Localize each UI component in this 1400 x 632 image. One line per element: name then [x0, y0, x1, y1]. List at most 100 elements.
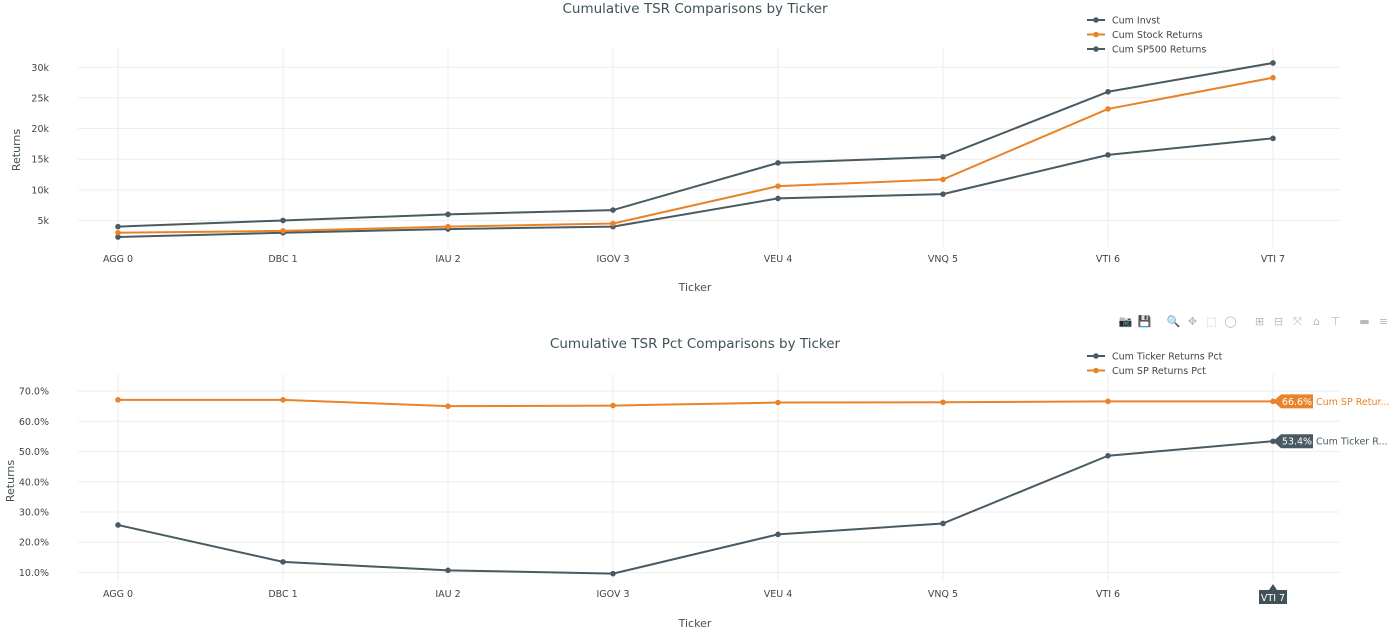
- data-point: [775, 183, 781, 189]
- data-point: [775, 160, 781, 166]
- data-point: [115, 223, 121, 230]
- hover-closest-icon[interactable]: ▬: [1359, 314, 1370, 328]
- y-tick-label: 15k: [31, 155, 49, 166]
- y-tick-label: 10.0%: [19, 568, 49, 579]
- data-point: [940, 399, 946, 406]
- legend-marker: [1093, 17, 1099, 23]
- data-point: [940, 176, 946, 183]
- data-point: [1105, 452, 1111, 459]
- y-tick-label: 20.0%: [19, 538, 49, 549]
- y-tick-label: 40.0%: [19, 477, 49, 488]
- save-icon[interactable]: 💾: [1137, 314, 1152, 328]
- legend-marker: [1093, 31, 1099, 38]
- y-hover-label-box: [1273, 434, 1313, 449]
- lasso-icon[interactable]: ◯: [1224, 314, 1237, 328]
- pan-icon[interactable]: ✥: [1187, 314, 1198, 328]
- y-hover-value: 66.6%: [1282, 397, 1312, 408]
- y-tick-label: 60.0%: [19, 417, 49, 428]
- x-tick-label: VNQ 5: [928, 254, 958, 265]
- y-hover-value: 53.4%: [1282, 437, 1312, 448]
- data-point: [1105, 88, 1111, 95]
- x-tick-label: VNQ 5: [928, 589, 958, 600]
- x-tick-label: AGG 0: [103, 254, 133, 265]
- data-point: [610, 220, 616, 227]
- legend-marker: [1093, 353, 1099, 359]
- x-tick-label: DBC 1: [268, 254, 297, 265]
- y-tick-label: 25k: [31, 93, 49, 104]
- legend-item: Cum SP Returns Pct: [1112, 366, 1206, 377]
- data-point: [940, 191, 946, 197]
- data-point: [1105, 106, 1111, 112]
- box-select-icon[interactable]: ⬚: [1206, 314, 1217, 328]
- hover-compare-icon[interactable]: ≡: [1378, 314, 1389, 328]
- y-tick-label: 70.0%: [19, 387, 49, 398]
- legend-marker: [1093, 367, 1099, 374]
- data-point: [1270, 135, 1276, 142]
- zoom-out-icon[interactable]: ⊟: [1273, 314, 1284, 328]
- data-point: [445, 211, 451, 218]
- series-line-1: [117, 137, 1274, 239]
- legend-item: Cum Stock Returns: [1112, 30, 1203, 41]
- y-axis-title: Returns: [4, 460, 17, 503]
- zoom-icon[interactable]: 🔍: [1166, 314, 1181, 328]
- x-tick-label: IAU 2: [435, 254, 460, 265]
- series-line-1: [117, 440, 1274, 575]
- legend-item: Cum Ticker Returns Pct: [1112, 352, 1223, 363]
- data-point: [1270, 74, 1276, 81]
- series-line-2: [117, 76, 1274, 234]
- legend-item: Cum Invst: [1112, 16, 1160, 27]
- chart-title: Cumulative TSR Comparisons by Ticker: [562, 1, 827, 17]
- data-point: [280, 397, 286, 403]
- data-point: [280, 228, 286, 234]
- x-tick-label: VTI 6: [1096, 589, 1120, 600]
- y-tick-label: 30.0%: [19, 507, 49, 518]
- data-point: [775, 195, 781, 202]
- plot-modebar: 📷 💾 🔍 ✥ ⬚ ◯ ⊞ ⊟ ⤧ ⌂ ⊤ ▬ ≡ ▐: [1118, 313, 1400, 329]
- data-point: [115, 229, 121, 236]
- x-tick-label: VTI 7: [1261, 254, 1285, 265]
- data-point: [775, 531, 781, 538]
- data-point: [115, 522, 121, 528]
- data-point: [445, 567, 451, 574]
- autoscale-icon[interactable]: ⤧: [1293, 314, 1302, 328]
- chart-2: 10.0% 20.0% 30.0% 40.0% 50.0% 60.0% 70.0% AGG 0…: [4, 336, 1390, 630]
- y-hover-name: Cum SP Retur...: [1316, 397, 1390, 408]
- series-line-2: [118, 398, 1273, 408]
- data-point: [280, 559, 286, 565]
- data-point: [610, 570, 616, 577]
- data-point: [115, 234, 121, 240]
- plotly-logo-icon[interactable]: ▐: [1395, 314, 1400, 329]
- chart-1: 5k 10k 15k 20k 25k 30k AGG 0 DBC 1 IAU 2 IGOV 3 VE…: [10, 1, 1340, 294]
- x-tick-label: DBC 1: [268, 589, 297, 600]
- zoom-in-icon[interactable]: ⊞: [1254, 314, 1265, 328]
- y-hover-name: Cum Ticker R...: [1316, 437, 1388, 448]
- camera-icon[interactable]: 📷: [1118, 314, 1133, 328]
- chart-title: Cumulative TSR Pct Comparisons by Ticker: [550, 336, 841, 352]
- x-hover-label: VTI 7: [1261, 593, 1285, 604]
- y-hover-label-box: [1273, 394, 1313, 409]
- data-point: [1105, 152, 1111, 158]
- x-tick-label: AGG 0: [103, 589, 133, 600]
- y-axis-title: Returns: [10, 129, 23, 172]
- data-point: [445, 403, 451, 409]
- data-point: [610, 207, 616, 213]
- y-tick-label: 30k: [31, 63, 49, 74]
- data-point: [115, 397, 121, 403]
- x-tick-label: IAU 2: [435, 589, 460, 600]
- x-tick-label: VTI 6: [1096, 254, 1120, 265]
- series-line-3: [117, 61, 1274, 228]
- data-point: [610, 402, 616, 409]
- x-tick-label: IGOV 3: [596, 254, 629, 265]
- legend-marker: [1093, 46, 1099, 52]
- x-tick-label: IGOV 3: [596, 589, 629, 600]
- spike-lines-icon[interactable]: ⊤: [1330, 314, 1341, 328]
- y-tick-label: 10k: [31, 185, 49, 196]
- x-hover-label-box: [1259, 584, 1287, 604]
- x-axis-title: Ticker: [678, 281, 712, 294]
- data-point: [445, 223, 451, 230]
- data-point: [1105, 398, 1111, 405]
- x-tick-label: VEU 4: [764, 589, 793, 600]
- data-point: [940, 520, 946, 527]
- reset-axes-icon[interactable]: ⌂: [1313, 314, 1320, 328]
